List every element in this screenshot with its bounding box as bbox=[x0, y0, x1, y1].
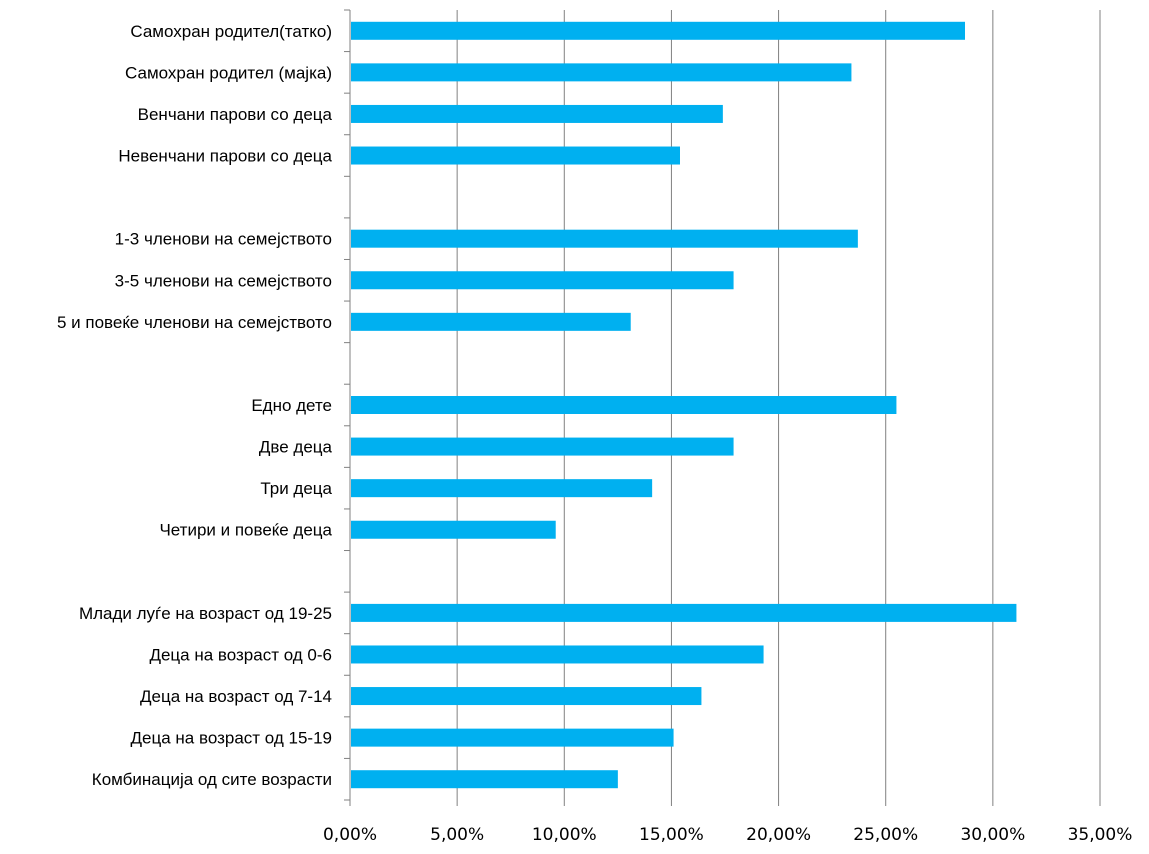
bar bbox=[351, 520, 556, 539]
x-tick-label: 20,00% bbox=[746, 825, 811, 845]
x-tick-label: 0,00% bbox=[323, 825, 377, 845]
bar bbox=[351, 437, 734, 456]
bar bbox=[351, 21, 965, 40]
category-label: Невенчани парови со деца bbox=[118, 147, 332, 166]
category-label: Деца на возраст од 7-14 bbox=[140, 687, 332, 706]
category-label: 5 и повеќе членови на семејството bbox=[57, 313, 332, 332]
x-tick-label: 30,00% bbox=[960, 825, 1025, 845]
bar bbox=[351, 229, 858, 248]
x-tick-labels: 0,00% 5,00% 10,00% 15,00% 20,00% 25,00% 30,00%… bbox=[323, 825, 1132, 845]
x-tick-label: 15,00% bbox=[639, 825, 704, 845]
bar bbox=[351, 146, 680, 165]
category-label: Самохран родител(татко) bbox=[130, 22, 332, 41]
bar bbox=[351, 770, 618, 789]
x-tick-label: 10,00% bbox=[532, 825, 597, 845]
category-label: 1-3 членови на семејството bbox=[115, 230, 332, 249]
x-tick-label: 25,00% bbox=[853, 825, 918, 845]
category-label: Две деца bbox=[259, 438, 333, 457]
bar bbox=[351, 728, 674, 747]
bar bbox=[351, 312, 631, 331]
category-label: Комбинација од сите возрасти bbox=[92, 770, 332, 789]
bars bbox=[351, 21, 1017, 789]
category-labels: Самохран родител(татко) Самохран родител … bbox=[57, 22, 333, 789]
bar bbox=[351, 687, 702, 706]
bar bbox=[351, 104, 723, 123]
category-label: Четири и повеќе деца bbox=[159, 521, 332, 540]
bar bbox=[351, 645, 764, 664]
category-label: Венчани парови со деца bbox=[138, 105, 333, 124]
x-tick-label: 35,00% bbox=[1068, 825, 1133, 845]
bar bbox=[351, 603, 1017, 622]
category-label: Млади луѓе на возраст од 19-25 bbox=[79, 604, 332, 623]
axes bbox=[344, 9, 1101, 806]
category-label: Деца на возраст од 15-19 bbox=[131, 729, 332, 748]
bar bbox=[351, 479, 653, 498]
bar bbox=[351, 396, 897, 414]
category-label: Едно дете bbox=[251, 396, 332, 415]
bar bbox=[351, 271, 734, 290]
bar bbox=[351, 63, 852, 82]
category-label: 3-5 членови на семејството bbox=[115, 271, 332, 290]
x-tick-label: 5,00% bbox=[430, 825, 484, 845]
category-label: Три деца bbox=[260, 479, 332, 498]
category-label: Деца на возраст од 0-6 bbox=[149, 645, 332, 664]
category-label: Самохран родител (мајка) bbox=[125, 63, 332, 82]
